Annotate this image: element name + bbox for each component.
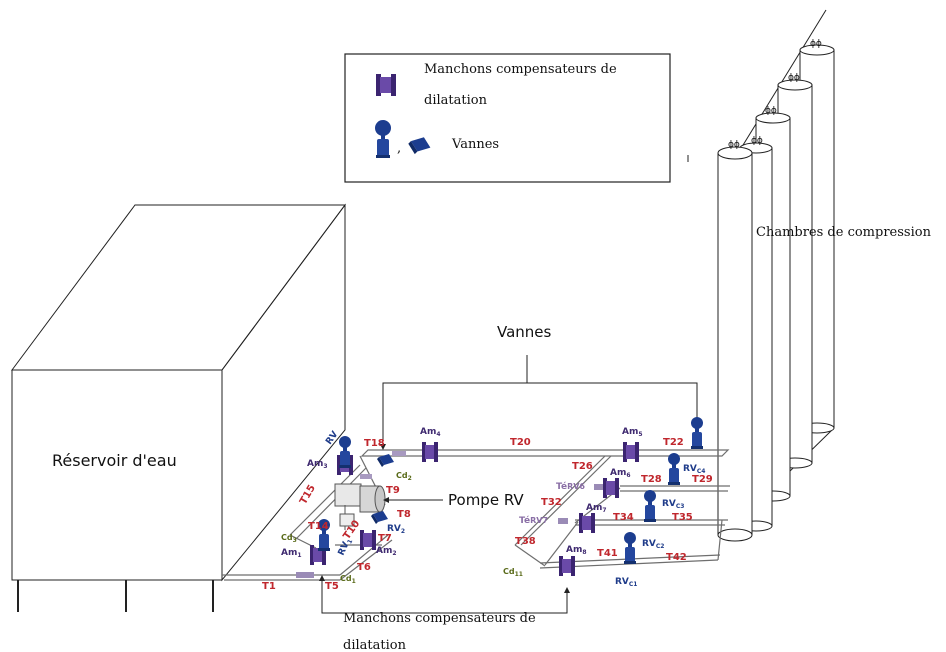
gate-valve-rv2 xyxy=(371,511,388,524)
tube-label-t26: T26 xyxy=(572,461,593,472)
tube-label-t14: T14 xyxy=(308,521,329,532)
legend-compensator-label-line2: dilatation xyxy=(424,93,488,108)
compensator-label-am1: Am1 xyxy=(281,548,302,559)
compensator-label-am6: Am6 xyxy=(610,468,631,479)
valve-label-rvc1: RVC1 xyxy=(615,577,637,588)
pump-label: Pompe RV xyxy=(448,491,524,509)
tube-label-t20: T20 xyxy=(510,437,531,448)
valve-label-rvc2: RVC2 xyxy=(642,539,664,550)
tube-label-t6: T6 xyxy=(357,562,371,573)
valve-label-rv2: RV2 xyxy=(387,524,405,535)
compensator-label-am3: Am3 xyxy=(307,459,328,470)
valves-callout-label: Vannes xyxy=(497,323,552,341)
compensator-label-am7: Am7 xyxy=(586,503,607,514)
connector-label-cd1: Cd1 xyxy=(340,574,356,585)
pump-rv xyxy=(334,483,386,530)
tee-label-rv6: TéRV6 xyxy=(556,481,585,492)
tee-label-rv7: TéRV7 xyxy=(519,515,548,526)
compensator-am8 xyxy=(559,556,575,576)
compensator-am2 xyxy=(360,530,376,550)
tube-label-t28: T28 xyxy=(641,474,662,485)
tube-label-t38: T38 xyxy=(515,536,536,547)
compensator-labels: Am1 Am2 Am3 Am4 Am5 Am6 Am7 Am8 xyxy=(281,427,643,559)
tube-label-t5: T5 xyxy=(325,581,339,592)
chambers-label: Chambres de compression xyxy=(756,225,932,240)
tube-label-t8: T8 xyxy=(397,509,411,520)
compensator-label-am8: Am8 xyxy=(566,545,587,556)
svg-text:ɸɸ: ɸɸ xyxy=(728,140,740,150)
valve-rvc1 xyxy=(624,532,636,564)
legend-separator: , xyxy=(397,141,401,156)
svg-text:ɸɸ: ɸɸ xyxy=(788,73,800,83)
tube-label-t41: T41 xyxy=(597,548,618,559)
connector-label-cd2: Cd2 xyxy=(396,471,412,482)
connector-label-cd3: Cd3 xyxy=(281,533,297,544)
reservoir-tank: Réservoir d'eau xyxy=(11,203,346,612)
legend-compensator-label-line1: Manchons compensateurs de xyxy=(424,62,617,77)
valve-label-rvc4: RVC4 xyxy=(683,464,705,475)
reservoir-label: Réservoir d'eau xyxy=(52,451,177,470)
bottom-compensator-label-line2: dilatation xyxy=(343,638,407,652)
compensator-am4 xyxy=(422,442,438,462)
compensator-am7 xyxy=(579,513,595,533)
tee-labels: TéRV6 TéRV7 xyxy=(519,481,585,526)
tube-label-t32: T32 xyxy=(541,497,562,508)
tube-label-t22: T22 xyxy=(663,437,684,448)
svg-text:ɸɸ: ɸɸ xyxy=(810,39,822,49)
compensator-label-am5: Am5 xyxy=(622,427,643,438)
valve-label-rvc3: RVC3 xyxy=(662,499,684,510)
valve-rvc4 xyxy=(691,417,703,449)
svg-text:ɸɸ: ɸɸ xyxy=(765,106,777,116)
tube-label-t42: T42 xyxy=(666,552,687,563)
valve-rv xyxy=(339,436,351,468)
bottom-compensator-label-line1: Manchons compensateurs de xyxy=(343,611,536,626)
gate-valve-icon xyxy=(408,137,431,155)
tube-label-t1: T1 xyxy=(262,581,276,592)
connector-labels: Cd1 Cd2 Cd3 Cd11 xyxy=(281,471,523,585)
compensator-icon xyxy=(376,74,396,96)
compensator-am5 xyxy=(623,442,639,462)
tube-label-t35: T35 xyxy=(672,512,693,523)
svg-text:ɸɸ: ɸɸ xyxy=(751,136,763,146)
valve-icon xyxy=(375,120,391,158)
valve-rvc2 xyxy=(644,490,656,522)
compensator-label-am4: Am4 xyxy=(420,427,441,438)
compensator-am6 xyxy=(603,478,619,498)
connector-label-cd11: Cd11 xyxy=(503,567,523,578)
tube-label-t34: T34 xyxy=(613,512,634,523)
tube-label-t29: T29 xyxy=(692,474,713,485)
legend-box: Manchons compensateurs de dilatation , V… xyxy=(344,53,671,183)
valve-rvc3 xyxy=(668,453,680,485)
tube-label-t15: T15 xyxy=(298,483,318,506)
tube-label-t9: T9 xyxy=(386,485,400,496)
tube-label-t18: T18 xyxy=(364,438,385,449)
legend-valves-label: Vannes xyxy=(451,137,499,152)
compensator-label-am2: Am2 xyxy=(376,546,397,557)
tube-label-t7: T7 xyxy=(378,533,392,544)
valve-label-rv: RV xyxy=(324,430,340,447)
compression-chambers: ɸɸ ɸɸ ɸɸ ɸɸ ɸɸ Chambres de compression xyxy=(717,9,932,542)
